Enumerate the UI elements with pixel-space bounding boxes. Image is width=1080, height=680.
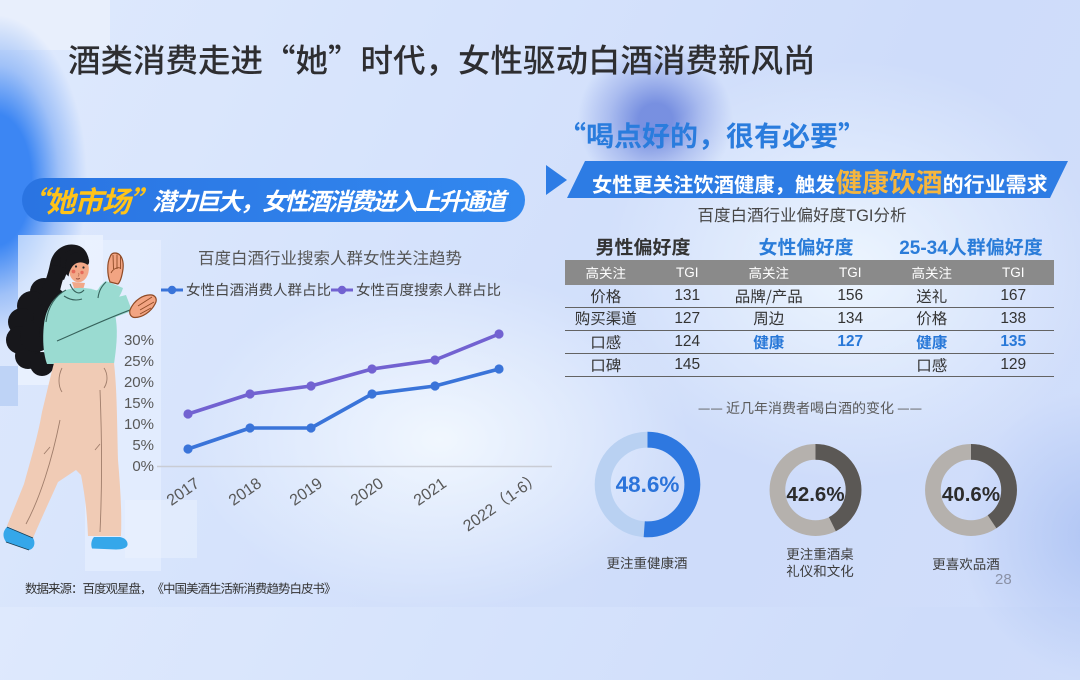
svg-text:10%: 10% (124, 416, 154, 433)
svg-text:40.6%: 40.6% (942, 483, 1000, 506)
svg-text:15%: 15% (124, 395, 154, 412)
svg-text:2019: 2019 (287, 475, 326, 509)
svg-text:5%: 5% (132, 437, 154, 454)
svg-text:20%: 20% (124, 374, 154, 391)
svg-text:2017: 2017 (164, 475, 203, 509)
svg-text:30%: 30% (124, 332, 154, 349)
svg-text:48.6%: 48.6% (616, 472, 680, 497)
svg-text:42.6%: 42.6% (786, 483, 844, 506)
svg-text:百度白酒行业搜索人群女性关注趋势: 百度白酒行业搜索人群女性关注趋势 (198, 245, 462, 269)
svg-text:女性白酒消费人群占比: 女性白酒消费人群占比 (186, 279, 331, 300)
svg-text:0%: 0% (132, 458, 154, 475)
svg-text:2020: 2020 (348, 475, 387, 509)
svg-text:2018: 2018 (226, 475, 265, 509)
svg-text:女性百度搜索人群占比: 女性百度搜索人群占比 (356, 279, 501, 300)
svg-text:2022（1-6）: 2022（1-6） (457, 464, 545, 536)
svg-text:25%: 25% (124, 353, 154, 370)
svg-text:2021: 2021 (411, 475, 450, 509)
